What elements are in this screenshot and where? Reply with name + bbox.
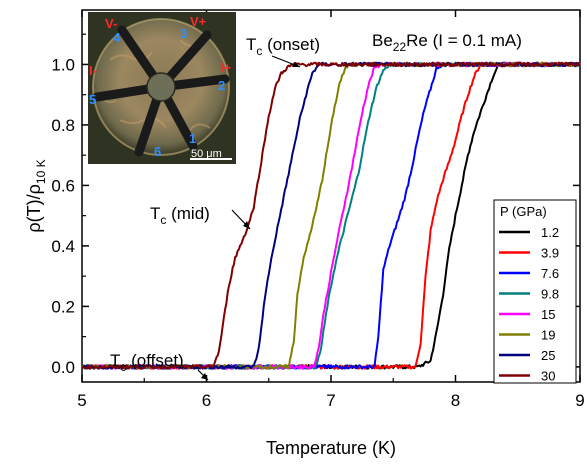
y-axis-title-sub: 10 K (34, 159, 48, 184)
annotation-tc-onset-arrowhead (292, 62, 300, 67)
annotation-tc-offset: Tc (offset) (110, 351, 209, 381)
x-tick-label-3: 8 (451, 391, 460, 410)
x-tick-label-4: 9 (575, 391, 584, 410)
inset-scale-label: 50 μm (191, 148, 222, 160)
legend-label-19: 19 (541, 328, 555, 343)
svg-text:Tc (offset): Tc (offset) (110, 351, 184, 374)
legend-title: P (GPa) (500, 204, 547, 219)
inset-micrograph: V- V+ I- I+ 1 2 3 4 5 6 50 μm (88, 12, 236, 164)
legend-label-7.6: 7.6 (541, 266, 559, 281)
series-layer (81, 61, 581, 370)
y-tick-label-2: 0.4 (51, 237, 75, 256)
annotation-tc-mid-arrowhead (243, 221, 250, 229)
legend: P (GPa) 1.2 3.9 7.6 9.8 15 19 25 30 (493, 199, 577, 384)
y-tick-label-4: 0.8 (51, 116, 75, 135)
inset-label-8: 5 (89, 92, 96, 107)
svg-text:Tc (mid): Tc (mid) (150, 204, 210, 227)
legend-label-3.9: 3.9 (541, 246, 559, 261)
inset-label-1: V+ (190, 14, 207, 29)
inset-copper-texture (99, 39, 211, 131)
legend-items: 1.2 3.9 7.6 9.8 15 19 25 30 (499, 225, 559, 384)
inset-labels: V- V+ I- I+ 1 2 3 4 5 6 (89, 14, 232, 159)
legend-label-9.8: 9.8 (541, 287, 559, 302)
legend-box (493, 199, 577, 384)
legend-label-15: 15 (541, 307, 555, 322)
sample-label: Be22Re (I = 0.1 mA) (372, 31, 522, 54)
x-tick-label-1: 6 (202, 391, 211, 410)
annotation-tc-offset-arrowhead (201, 373, 208, 380)
y-tick-label-1: 0.2 (51, 297, 75, 316)
y-axis-title: ρ(T)/ρ10 K (24, 159, 48, 232)
y-tick-label-0: 0.0 (51, 358, 75, 377)
x-tick-label-0: 5 (77, 391, 86, 410)
inset-sample (146, 72, 176, 102)
svg-text:Tc (onset): Tc (onset) (246, 35, 320, 58)
inset-label-0: V- (105, 16, 117, 31)
inset-label-6: 3 (180, 26, 187, 41)
inset-label-2: I- (89, 63, 97, 78)
x-tick-label-2: 7 (326, 391, 335, 410)
annotation-tc-mid: Tc (mid) (150, 204, 251, 230)
y-tick-label-3: 0.6 (51, 176, 75, 195)
inset-label-7: 4 (113, 30, 121, 45)
svg-text:ρ(T)/ρ10 K: ρ(T)/ρ10 K (24, 159, 48, 232)
legend-label-25: 25 (541, 348, 555, 363)
x-axis-title: Temperature (K) (266, 438, 396, 458)
inset-label-9: 6 (154, 144, 161, 159)
legend-label-30: 30 (541, 369, 555, 384)
series-line-30-gpa (81, 61, 581, 370)
inset-label-5: 2 (218, 78, 225, 93)
y-tick-label-5: 1.0 (51, 55, 75, 74)
y-axis-title-main: ρ(T)/ρ (24, 184, 44, 232)
inset-disc-rim (92, 18, 230, 156)
annotation-tc-onset: Tc (onset) (246, 35, 320, 68)
inset-label-3: I+ (220, 60, 232, 75)
legend-label-1.2: 1.2 (541, 225, 559, 240)
inset-label-4: 1 (189, 131, 196, 146)
y-axis: 0.0 0.2 0.4 0.6 0.8 1.0 (51, 33, 580, 377)
